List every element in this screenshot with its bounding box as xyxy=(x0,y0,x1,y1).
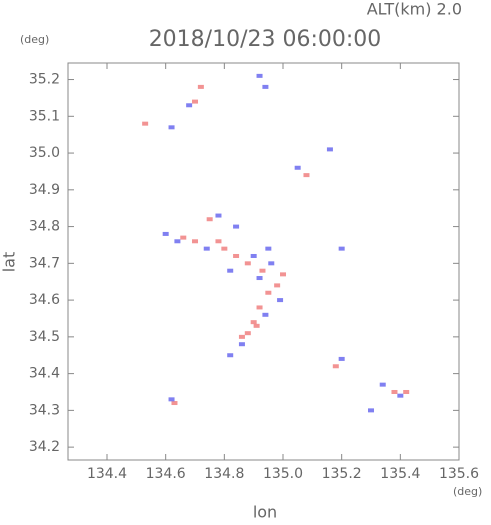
y-axis-label: lat xyxy=(0,252,19,273)
echo-point xyxy=(403,389,410,394)
x-tick-label: 135.6 xyxy=(439,466,479,482)
echo-point xyxy=(227,353,234,358)
echo-point xyxy=(221,246,228,251)
echo-point xyxy=(338,246,345,251)
y-tick-label: 34.9 xyxy=(29,182,60,198)
echo-point xyxy=(274,283,281,288)
echo-point xyxy=(244,261,251,266)
y-tick-label: 34.2 xyxy=(29,439,60,455)
echo-point xyxy=(215,239,222,244)
echo-point xyxy=(192,239,199,244)
y-unit: (deg) xyxy=(20,33,49,46)
echo-point xyxy=(233,224,240,229)
x-tick-label: 135.0 xyxy=(263,466,303,482)
chart-title: 2018/10/23 06:00:00 xyxy=(149,27,382,52)
echo-point xyxy=(142,121,149,126)
echo-point xyxy=(268,261,275,266)
echo-point xyxy=(186,103,193,108)
echo-point xyxy=(379,382,386,387)
echo-point xyxy=(265,246,272,251)
echo-point xyxy=(256,73,263,78)
echo-point xyxy=(227,268,234,273)
echo-point xyxy=(280,272,287,277)
echo-point xyxy=(162,231,169,236)
x-tick-label: 134.6 xyxy=(146,466,186,482)
x-unit: (deg) xyxy=(453,485,482,498)
y-tick-label: 34.4 xyxy=(29,366,60,382)
echo-point xyxy=(168,397,175,402)
echo-point xyxy=(197,84,204,89)
echo-point xyxy=(174,239,181,244)
altitude-label: ALT(km) 2.0 xyxy=(367,0,462,19)
y-tick-label: 34.7 xyxy=(29,255,60,271)
x-tick-label: 134.4 xyxy=(87,466,127,482)
echo-point xyxy=(338,356,345,361)
echo-point xyxy=(332,364,339,369)
x-tick-label: 135.2 xyxy=(322,466,362,482)
y-tick-label: 34.5 xyxy=(29,329,60,345)
y-tick-label: 34.8 xyxy=(29,219,60,235)
x-axis-label: lon xyxy=(253,503,277,522)
y-tick-label: 35.0 xyxy=(29,145,60,161)
echo-point xyxy=(326,147,333,152)
x-tick-label: 134.8 xyxy=(204,466,244,482)
echo-point xyxy=(253,323,260,328)
echo-point xyxy=(250,253,257,258)
echo-point xyxy=(168,125,175,130)
echo-point xyxy=(391,389,398,394)
echo-point xyxy=(244,331,251,336)
y-tick-label: 34.3 xyxy=(29,402,60,418)
y-tick-label: 35.1 xyxy=(29,108,60,124)
echo-point xyxy=(303,173,310,178)
x-tick-label: 135.4 xyxy=(380,466,420,482)
echo-point xyxy=(265,290,272,295)
echo-point xyxy=(180,235,187,240)
echo-point xyxy=(238,334,245,339)
y-tick-label: 34.6 xyxy=(29,292,60,308)
echo-point xyxy=(259,268,266,273)
echo-point xyxy=(203,246,210,251)
echo-point xyxy=(397,393,404,398)
echo-point xyxy=(233,253,240,258)
echo-point xyxy=(294,165,301,170)
y-tick-label: 35.2 xyxy=(29,72,60,88)
echo-point xyxy=(256,305,263,310)
echo-point xyxy=(262,312,269,317)
echo-point xyxy=(171,401,178,406)
echo-point xyxy=(238,342,245,347)
echo-point xyxy=(262,84,269,89)
echo-point xyxy=(206,217,213,222)
echo-point xyxy=(277,298,284,303)
echo-point xyxy=(368,408,375,413)
echo-point xyxy=(256,276,263,281)
echo-point xyxy=(215,213,222,218)
echo-point xyxy=(250,320,257,325)
plot-frame xyxy=(67,62,460,461)
echo-point xyxy=(192,99,199,104)
